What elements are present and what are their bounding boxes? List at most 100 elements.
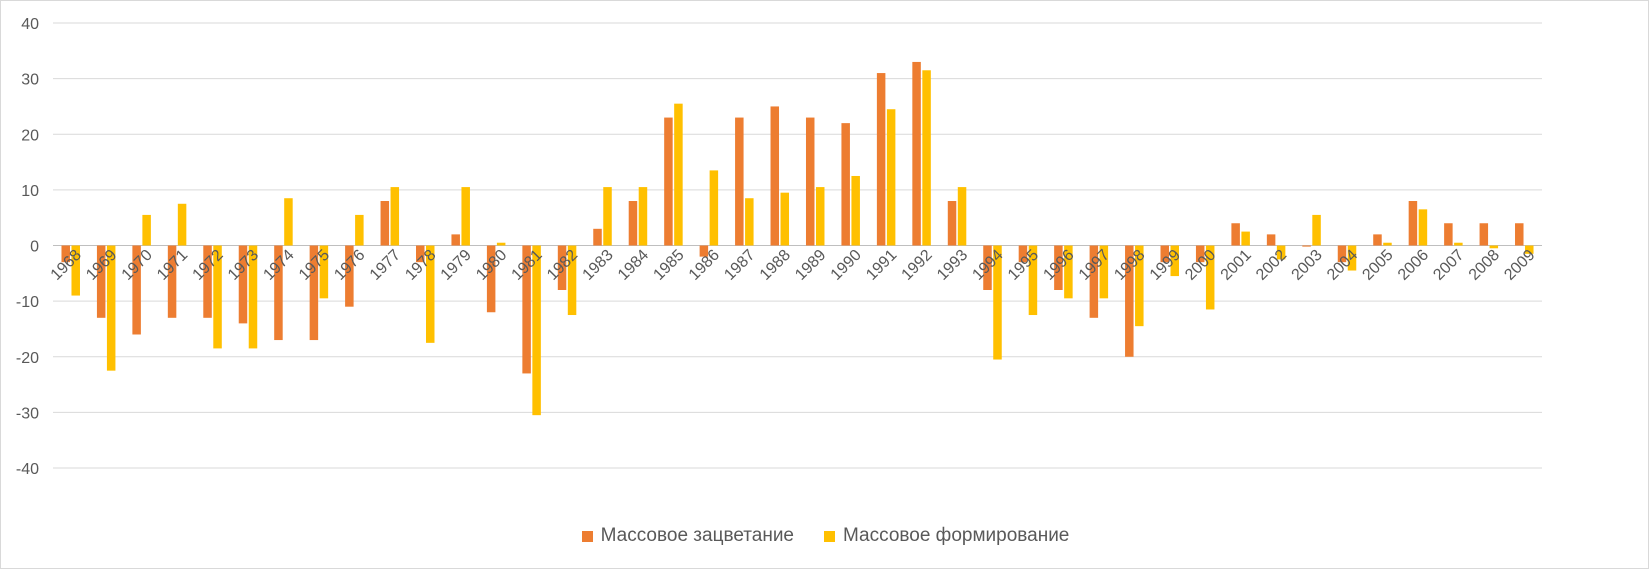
bar-formation-2009 — [1525, 245, 1534, 254]
y-axis-labels: 40 30 20 10 0 -10 -20 -30 -40 — [16, 16, 39, 478]
bar-formation-1986 — [709, 170, 719, 246]
bar-formation-1994 — [993, 245, 1002, 360]
y-tick-label: 30 — [21, 72, 39, 89]
x-tick-label: 1993 — [934, 247, 971, 284]
bar-formation-1973 — [248, 245, 258, 349]
bar-flowering-2008 — [1479, 223, 1489, 246]
legend-swatch — [824, 530, 835, 542]
bar-formation-2006 — [1418, 209, 1428, 246]
bar-formation-1974 — [284, 198, 293, 246]
bar-formation-1996 — [1064, 245, 1073, 299]
x-tick-label: 1983 — [580, 247, 617, 284]
x-tick-label: 1989 — [792, 247, 829, 284]
bar-flowering-2003 — [1302, 245, 1311, 247]
bar-flowering-1970 — [132, 245, 141, 335]
x-axis-labels: 1968196919701971197219731974197519761977… — [48, 247, 1539, 284]
bar-formation-1991 — [886, 109, 896, 246]
bar-flowering-1975 — [309, 245, 319, 341]
bar-formation-2004 — [1347, 245, 1357, 271]
y-tick-label: 40 — [21, 16, 39, 33]
x-tick-label: 2007 — [1430, 247, 1467, 284]
gridlines — [53, 22, 1542, 469]
bar-formation-1977 — [390, 187, 400, 246]
y-tick-label: -20 — [16, 350, 39, 367]
legend-item-formation: Массовое формирование — [824, 525, 1069, 547]
bar-flowering-1984 — [628, 201, 638, 246]
bar-formation-2000 — [1205, 245, 1215, 310]
x-tick-label: 1977 — [367, 247, 404, 284]
x-tick-label: 1991 — [863, 247, 900, 284]
x-tick-label: 1990 — [828, 247, 865, 284]
x-tick-label: 1979 — [438, 247, 475, 284]
bar-flowering-1978 — [416, 245, 425, 263]
bar-formation-2008 — [1489, 245, 1499, 249]
bar-formation-1984 — [638, 187, 648, 246]
bar-formation-1970 — [142, 214, 151, 246]
bar-flowering-1998 — [1125, 245, 1134, 357]
bar-flowering-1968 — [61, 245, 70, 263]
bar-flowering-1990 — [841, 123, 850, 246]
bar-flowering-1983 — [593, 228, 602, 246]
bar-formation-1997 — [1099, 245, 1109, 299]
bar-formation-2003 — [1312, 214, 1321, 246]
bar-formation-1972 — [213, 245, 222, 349]
bar-formation-1998 — [1135, 245, 1144, 327]
bar-flowering-1985 — [664, 117, 673, 246]
bar-flowering-1969 — [96, 245, 106, 318]
bar-flowering-1988 — [770, 106, 780, 246]
bar-formation-1968 — [71, 245, 80, 296]
bar-formation-1975 — [319, 245, 329, 299]
x-tick-label: 2008 — [1466, 247, 1503, 284]
bar-formation-1969 — [106, 245, 116, 371]
bar-flowering-1999 — [1160, 245, 1169, 263]
bar-flowering-1972 — [203, 245, 212, 318]
bar-formation-1983 — [603, 187, 612, 246]
bar-flowering-1977 — [380, 201, 390, 246]
bar-formation-2001 — [1241, 231, 1250, 246]
bar-formation-1982 — [567, 245, 577, 316]
legend-label: Массовое зацветание — [600, 525, 794, 546]
bar-formation-1995 — [1028, 245, 1038, 316]
bar-formation-1999 — [1170, 245, 1179, 277]
bar-flowering-2001 — [1231, 223, 1240, 246]
y-tick-label: 0 — [30, 239, 39, 256]
bar-formation-1979 — [461, 187, 470, 246]
bar-formation-1978 — [426, 245, 435, 343]
bars — [61, 61, 1534, 416]
bar-flowering-2009 — [1515, 223, 1524, 246]
y-tick-label: -40 — [16, 461, 39, 478]
bar-flowering-1980 — [486, 245, 496, 313]
y-tick-label: 20 — [21, 127, 39, 144]
x-tick-label: 1992 — [899, 247, 936, 284]
x-tick-label: 1988 — [757, 247, 794, 284]
bar-formation-2002 — [1276, 245, 1286, 260]
x-tick-label: 2001 — [1218, 247, 1255, 284]
x-tick-label: 1986 — [686, 247, 723, 284]
bar-flowering-1995 — [1018, 245, 1028, 263]
bar-flowering-1994 — [983, 245, 992, 290]
x-tick-label: 2005 — [1359, 247, 1396, 284]
y-tick-label: 10 — [21, 183, 39, 200]
bar-flowering-2004 — [1337, 245, 1347, 263]
bar-flowering-1982 — [557, 245, 567, 290]
bar-formation-1993 — [957, 187, 967, 246]
x-tick-label: 2003 — [1289, 247, 1326, 284]
bar-flowering-1997 — [1089, 245, 1099, 318]
bar-formation-2007 — [1454, 242, 1463, 246]
bar-formation-1987 — [745, 198, 754, 246]
bar-flowering-1973 — [238, 245, 248, 324]
bar-flowering-2002 — [1266, 234, 1276, 246]
legend: Массовое зацветание Массовое формирование — [1, 521, 1649, 551]
legend-swatch — [581, 530, 593, 542]
bar-flowering-1991 — [876, 73, 886, 246]
x-tick-label: 1985 — [650, 247, 687, 284]
bar-formation-1992 — [922, 70, 931, 246]
bar-flowering-2006 — [1408, 201, 1418, 246]
bar-flowering-1993 — [947, 201, 957, 246]
x-tick-label: 1984 — [615, 247, 652, 284]
bar-flowering-2007 — [1444, 223, 1453, 246]
legend-item-flowering: Массовое зацветание — [581, 525, 794, 547]
bar-flowering-1971 — [167, 245, 177, 318]
bar-formation-1980 — [496, 242, 506, 246]
